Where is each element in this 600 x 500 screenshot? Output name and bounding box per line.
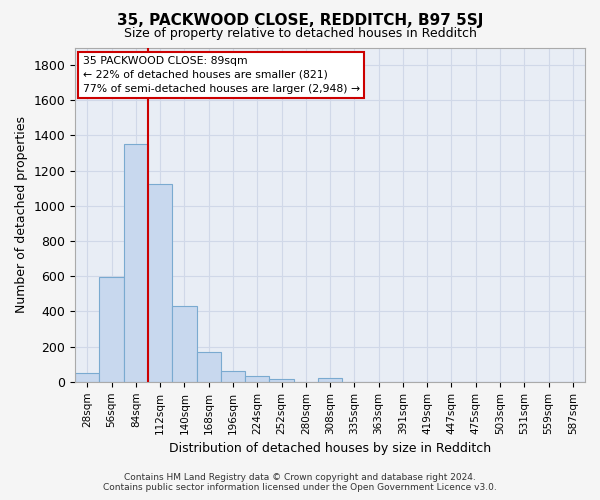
Text: Contains HM Land Registry data © Crown copyright and database right 2024.
Contai: Contains HM Land Registry data © Crown c… xyxy=(103,473,497,492)
Text: 35 PACKWOOD CLOSE: 89sqm
← 22% of detached houses are smaller (821)
77% of semi-: 35 PACKWOOD CLOSE: 89sqm ← 22% of detach… xyxy=(83,56,360,94)
Bar xyxy=(197,352,221,382)
Bar xyxy=(75,373,100,382)
Bar xyxy=(221,372,245,382)
Y-axis label: Number of detached properties: Number of detached properties xyxy=(15,116,28,313)
X-axis label: Distribution of detached houses by size in Redditch: Distribution of detached houses by size … xyxy=(169,442,491,455)
Text: 35, PACKWOOD CLOSE, REDDITCH, B97 5SJ: 35, PACKWOOD CLOSE, REDDITCH, B97 5SJ xyxy=(117,12,483,28)
Bar xyxy=(318,378,342,382)
Bar xyxy=(100,277,124,382)
Bar xyxy=(269,379,293,382)
Bar xyxy=(245,376,269,382)
Bar xyxy=(124,144,148,382)
Bar xyxy=(172,306,197,382)
Bar xyxy=(148,184,172,382)
Text: Size of property relative to detached houses in Redditch: Size of property relative to detached ho… xyxy=(124,28,476,40)
